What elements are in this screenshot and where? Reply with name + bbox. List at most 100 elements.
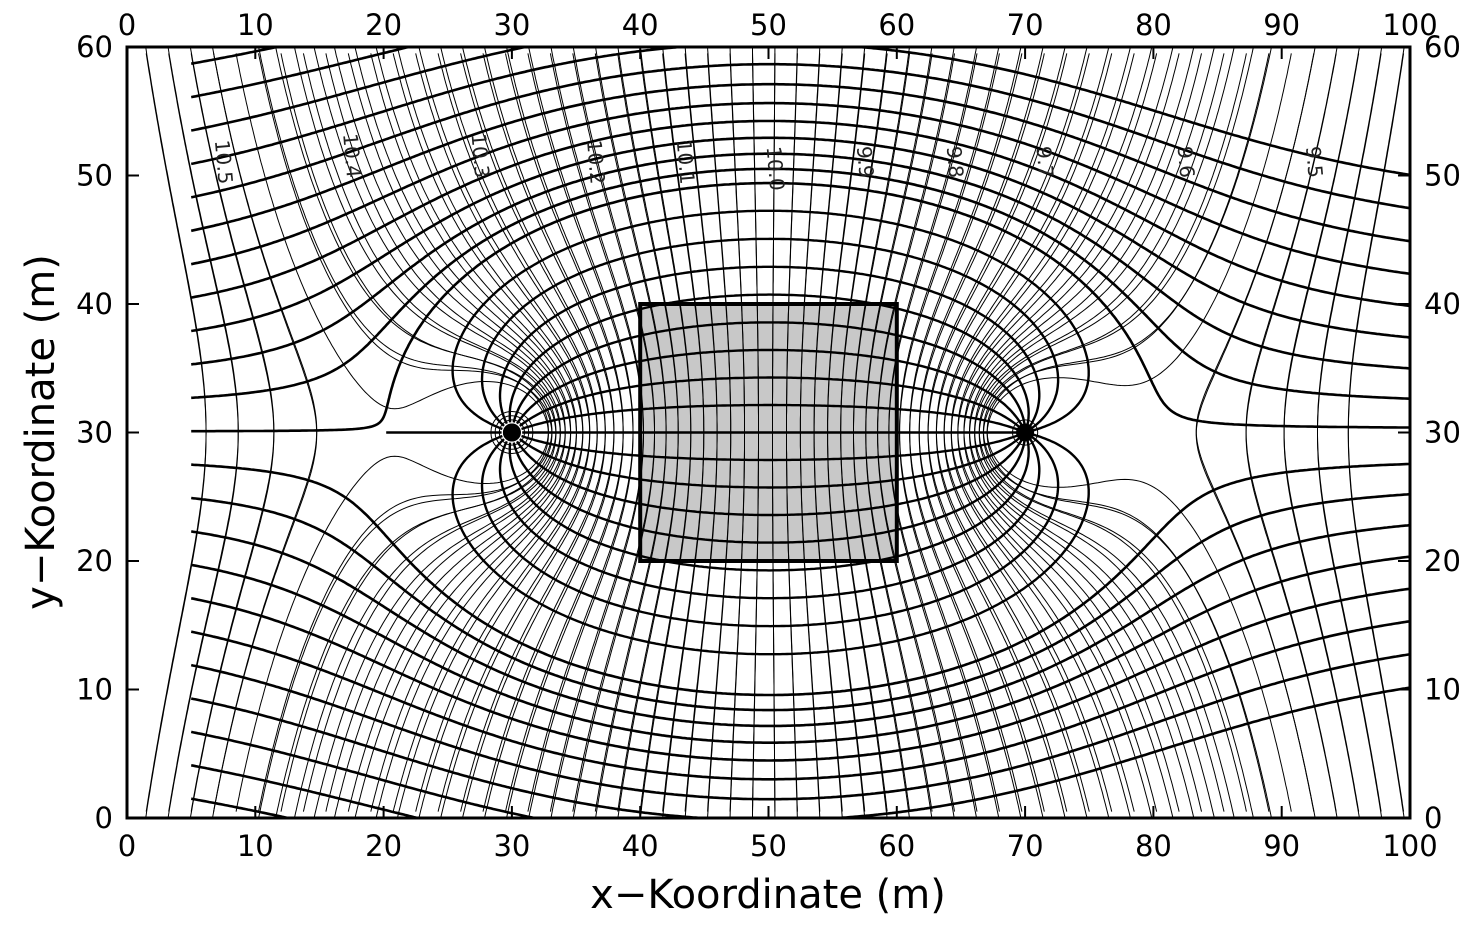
equipotential-line	[572, 47, 655, 812]
equipotential-line	[877, 47, 955, 812]
x-tick-label-top: 100	[1382, 8, 1437, 42]
equipotential-line	[617, 47, 679, 812]
equipotential-line	[943, 47, 1113, 812]
equipotential-line	[865, 47, 933, 812]
stream-line	[190, 62, 1410, 210]
stream-line	[190, 82, 1410, 243]
equipotential-line	[986, 47, 1292, 812]
x-tick-label-top: 70	[1007, 8, 1044, 42]
contour-label: 10.0	[762, 145, 790, 191]
equipotential-line	[1317, 47, 1383, 812]
x-tick-label-top: 20	[365, 8, 402, 42]
equipotential-line	[968, 47, 1202, 812]
stream-line	[190, 119, 1410, 308]
y-tick-label-right: 0	[1424, 801, 1442, 835]
equipotential-line	[786, 47, 798, 812]
stream-line	[190, 797, 295, 818]
x-tick-label-top: 80	[1135, 8, 1172, 42]
stream-line	[190, 587, 1410, 762]
stream-line	[190, 101, 1410, 276]
equipotential-line	[594, 47, 667, 812]
equipotential-line	[963, 47, 1180, 812]
equipotential-line	[415, 47, 591, 812]
equipotential-line	[840, 47, 888, 812]
x-tick-label-top: 60	[878, 8, 915, 42]
x-tick-label-top: 0	[118, 8, 136, 42]
equipotential-line	[549, 47, 644, 812]
well-marker	[1016, 423, 1035, 442]
well-ring	[494, 415, 530, 450]
equipotential-line	[957, 47, 1158, 812]
x-tick-label-top: 40	[622, 8, 659, 42]
contour-label: 9.5	[1301, 145, 1328, 179]
equipotential-line	[347, 47, 572, 812]
contour-label: 10.3	[466, 132, 494, 178]
well-stream-line	[516, 348, 1025, 429]
y-tick-label: 20	[76, 544, 113, 578]
contour-label: 10.2	[582, 139, 610, 185]
x-tick-label-top: 30	[493, 8, 530, 42]
equipotential-line	[392, 47, 584, 812]
stream-line	[190, 523, 1410, 728]
wells	[502, 423, 1035, 442]
equipotential-line	[853, 47, 911, 812]
equipotential-line	[280, 47, 557, 812]
equipotential-line	[927, 47, 1068, 812]
axis-ticks: 0010102020303040405050606070708080909010…	[76, 8, 1461, 863]
equipotential-line	[772, 47, 776, 812]
x-tick-label: 100	[1382, 829, 1437, 863]
contour-label: 10.1	[672, 139, 700, 185]
stream-line	[190, 555, 1410, 744]
equipotential-line	[909, 47, 1023, 812]
y-tick-label: 60	[76, 30, 113, 64]
x-tick-label: 90	[1263, 829, 1300, 863]
stream-line	[190, 619, 1410, 781]
equipotential-line	[899, 47, 1000, 812]
equipotential-line	[986, 53, 1292, 818]
y-tick-label: 50	[76, 159, 113, 193]
stream-line	[190, 652, 1410, 801]
equipotential-line	[918, 47, 1045, 812]
equipotential-line	[211, 47, 318, 812]
stream-line	[190, 730, 542, 818]
stream-line	[190, 136, 1410, 339]
equipotential-line	[370, 47, 578, 812]
stream-line	[191, 167, 1410, 401]
equipotential-line	[235, 47, 549, 812]
stream-line	[190, 47, 1410, 177]
equipotential-line	[258, 47, 553, 812]
equipotential-line	[1245, 47, 1338, 812]
well-stream-line	[508, 437, 1030, 572]
equipotential-lines	[145, 47, 1405, 818]
equipotential-line	[189, 47, 275, 812]
contour-label: 10.5	[210, 139, 238, 185]
equipotential-line	[662, 47, 705, 812]
well-stream-line	[516, 436, 1025, 517]
y-tick-label-right: 50	[1424, 159, 1461, 193]
contour-label: 9.8	[942, 145, 969, 179]
well-stream-line	[451, 432, 1090, 656]
equipotential-line	[974, 47, 1225, 812]
equipotential-line	[145, 47, 207, 812]
equipotential-line	[978, 47, 1247, 812]
x-tick-label: 50	[750, 829, 787, 863]
equipotential-line	[527, 47, 634, 812]
y-axis-title: y−Koordinate (m)	[18, 254, 64, 610]
equipotential-line	[437, 47, 598, 812]
equipotential-line	[751, 47, 759, 812]
equipotential-line	[1283, 47, 1360, 812]
equipotential-line	[302, 47, 561, 812]
equipotential-line	[888, 47, 978, 812]
y-tick-label-right: 30	[1424, 416, 1461, 450]
equipotential-line	[639, 47, 692, 812]
well-ring	[1012, 419, 1039, 446]
equipotential-line	[935, 47, 1090, 812]
equipotential-line	[707, 47, 732, 812]
x-tick-label: 70	[1007, 829, 1044, 863]
stream-line	[191, 181, 1410, 433]
x-tick-label: 30	[493, 829, 530, 863]
equipotential-line	[235, 53, 549, 818]
equipotential-line	[460, 47, 606, 812]
y-tick-label-right: 10	[1424, 673, 1461, 707]
